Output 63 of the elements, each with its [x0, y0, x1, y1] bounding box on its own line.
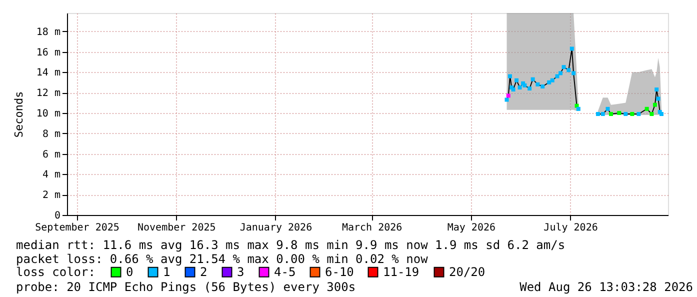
- point: [650, 112, 654, 116]
- text: Wed Aug 26 13:03:28 2026: [520, 280, 693, 294]
- point: [570, 46, 574, 51]
- x-tick-label: September 2025: [35, 222, 120, 234]
- point: [659, 112, 664, 116]
- y-tick-label: 10 m: [36, 108, 60, 120]
- point: [572, 71, 576, 76]
- legend-label: 4-5: [274, 265, 296, 280]
- legend-label: 3: [237, 265, 244, 280]
- legend-title: loss color:: [16, 265, 96, 279]
- point: [504, 98, 509, 102]
- point: [540, 84, 545, 88]
- x-tick-label: January 2026: [240, 222, 312, 234]
- point: [550, 78, 554, 82]
- point: [656, 96, 660, 101]
- legend-label: 6-10: [325, 265, 354, 280]
- legend-label: 0: [126, 265, 134, 280]
- text: probe: 20 ICMP Echo Pings (56 Bytes) every 300s: [16, 280, 356, 294]
- point: [617, 110, 622, 115]
- y-tick-label: 8 m: [42, 128, 60, 140]
- point: [530, 77, 535, 82]
- point: [566, 68, 571, 72]
- point: [514, 78, 519, 82]
- point: [528, 86, 532, 90]
- y-tick-label: 4 m: [42, 170, 60, 181]
- point: [654, 88, 659, 92]
- point: [558, 71, 563, 76]
- point: [606, 106, 610, 111]
- legend-label: 1: [163, 265, 170, 280]
- y-tick-label: 18 m: [36, 26, 60, 38]
- y-tick-label: 14 m: [36, 68, 60, 79]
- x-tick-label: July 2026: [544, 222, 598, 234]
- point: [600, 112, 605, 116]
- y-tick-label: 16 m: [36, 47, 60, 58]
- point: [536, 82, 540, 86]
- point: [506, 94, 510, 98]
- y-tick-label: 0: [54, 210, 60, 222]
- point: [562, 65, 566, 70]
- point: [630, 112, 634, 116]
- legend-label: 2: [200, 265, 208, 280]
- point: [644, 106, 649, 111]
- point: [636, 112, 641, 116]
- legend-label: 20/20: [449, 265, 486, 280]
- text: median rtt: 11.6 ms avg 16.3 ms max 9.8 ms min 9.9 ms now 1.9 ms sd 6.2 am/s: [16, 238, 566, 252]
- point: [518, 85, 522, 90]
- x-tick-label: May 2026: [447, 222, 496, 234]
- point: [608, 112, 613, 116]
- y-tick-label: 2 m: [42, 190, 60, 202]
- point: [576, 106, 580, 111]
- y-axis-title: Seconds: [12, 91, 26, 138]
- point: [555, 74, 560, 78]
- y-tick-label: 12 m: [36, 88, 60, 100]
- x-tick-label: November 2025: [137, 222, 216, 234]
- point: [652, 102, 657, 107]
- point: [511, 88, 516, 92]
- point: [547, 80, 552, 84]
- point: [508, 74, 512, 78]
- text: packet loss: 0.66 % avg 21.54 % max 0.00 % min 0.02 % now: [16, 252, 429, 266]
- legend-label: 11-19: [383, 265, 420, 280]
- point: [624, 112, 628, 116]
- y-tick-label: 6 m: [42, 149, 60, 160]
- x-tick-label: March 2026: [342, 222, 402, 234]
- point: [596, 112, 600, 116]
